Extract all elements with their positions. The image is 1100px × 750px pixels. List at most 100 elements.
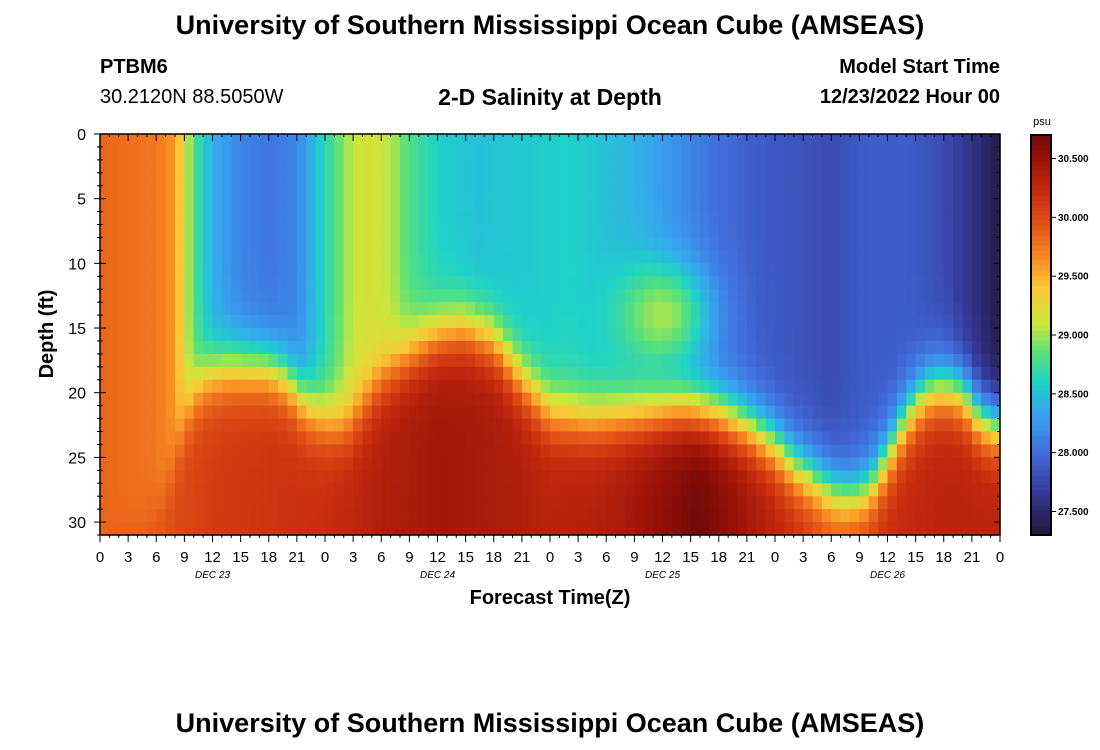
heatmap-cell [184,392,195,407]
heatmap-cell [615,250,626,264]
heatmap-cell [653,470,664,484]
heatmap-cell [812,379,823,394]
heatmap-cell [550,211,560,226]
heatmap-cell [756,237,767,252]
heatmap-cell [896,263,907,277]
heatmap-cell [625,496,635,510]
heatmap-cell [840,159,851,174]
heatmap-cell [868,302,879,316]
heatmap-cell [278,211,289,226]
heatmap-cell [259,444,270,458]
heatmap-cell [156,276,167,290]
heatmap-cell [653,392,664,407]
heatmap-cell [484,496,495,510]
heatmap-cell [587,392,598,407]
heatmap-cell [821,405,832,420]
heatmap-cell [371,418,382,433]
heatmap-cell [981,470,992,484]
heatmap-cell [400,185,410,200]
heatmap-cell [812,302,823,316]
heatmap-cell [756,315,767,329]
heatmap-cell [409,185,420,200]
heatmap-cell [371,328,382,342]
heatmap-cell [606,328,617,342]
heatmap-cell [878,340,889,355]
heatmap-cell [146,483,157,497]
heatmap-cell [521,250,532,264]
heatmap-cell [756,483,767,497]
heatmap-cell [615,509,626,523]
heatmap-cell [390,340,401,355]
heatmap-cell [193,276,204,290]
heatmap-cell [296,457,307,471]
heatmap-cell [568,134,579,148]
heatmap-cell [484,315,495,329]
heatmap-cell [840,509,851,523]
heatmap-cell [596,224,607,239]
heatmap-cell [118,353,129,368]
heatmap-cell [278,405,289,420]
heatmap-cell [446,302,457,316]
y-tick-label: 10 [68,256,86,273]
heatmap-cell [540,340,551,355]
heatmap-cell [765,366,776,381]
heatmap-cell [953,353,964,368]
heatmap-cell [315,470,326,484]
heatmap-cell [971,340,982,355]
heatmap-cell [587,418,598,433]
heatmap-cell [343,263,354,277]
heatmap-cell [606,509,617,523]
heatmap-cell [540,211,551,226]
heatmap-cell [653,276,664,290]
heatmap-cell [690,366,701,381]
heatmap-cell [943,198,954,213]
heatmap-cell [268,211,279,226]
heatmap-cell [278,250,289,264]
heatmap-cell [409,134,420,148]
heatmap-cell [325,250,335,264]
heatmap-cell [456,146,467,161]
heatmap-cell [709,250,720,264]
heatmap-cell [840,353,851,368]
heatmap-cell [418,379,429,394]
heatmap-cell [325,418,335,433]
heatmap-cell [775,392,785,407]
heatmap-cell [268,457,279,471]
heatmap-cell [390,431,401,446]
heatmap-cell [212,418,223,433]
heatmap-cell [934,366,945,381]
colorbar-segment [1031,245,1051,251]
heatmap-cell [690,353,701,368]
heatmap-cell [531,366,542,381]
heatmap-cell [718,276,729,290]
heatmap-cell [690,172,701,187]
heatmap-cell [625,159,635,174]
colorbar-segment [1031,330,1051,336]
heatmap-cell [315,431,326,446]
heatmap-cell [653,522,664,536]
heatmap-cell [296,315,307,329]
heatmap-cell [475,340,485,355]
heatmap-cell [700,340,710,355]
heatmap-cell [671,340,682,355]
heatmap-cell [278,470,289,484]
heatmap-cell [250,444,260,458]
heatmap-cell [296,431,307,446]
heatmap-cell [156,353,167,368]
heatmap-cell [371,379,382,394]
heatmap-cell [400,496,410,510]
heatmap-cell [756,134,767,148]
heatmap-cell [803,224,814,239]
heatmap-cell [634,496,645,510]
heatmap-cell [915,418,926,433]
heatmap-cell [278,289,289,303]
heatmap-cell [990,328,1001,342]
heatmap-cell [662,211,673,226]
heatmap-cell [559,379,570,394]
heatmap-cell [531,431,542,446]
heatmap-cell [428,509,439,523]
heatmap-cell [231,496,242,510]
heatmap-cell [971,250,982,264]
heatmap-cell [775,457,785,471]
heatmap-cell [334,379,345,394]
